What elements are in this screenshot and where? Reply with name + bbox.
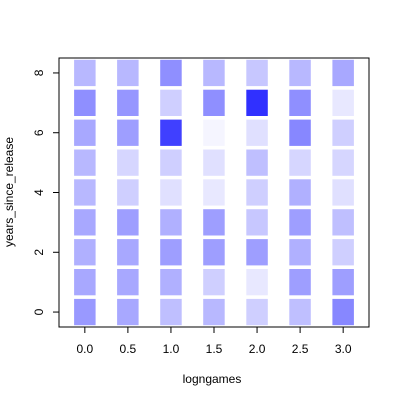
heatmap-cell-x1-y6 [117, 119, 139, 146]
heatmap-cell-x3-y8 [203, 59, 225, 87]
heatmap-cell-x4-y7 [246, 89, 268, 116]
heatmap-cell-x5-y3 [289, 209, 311, 236]
y-tick-label-4: 8 [32, 69, 46, 76]
x-tick-label-1: 0.5 [120, 342, 137, 356]
x-tick-label-3: 1.5 [206, 342, 223, 356]
heatmap-cell-x4-y1 [246, 269, 268, 296]
y-tick-label-3: 6 [32, 129, 46, 136]
y-tick-label-2: 4 [32, 189, 46, 196]
heatmap-cell-x1-y4 [117, 179, 139, 206]
heatmap-cell-x0-y0 [74, 298, 96, 326]
heatmap-cell-x1-y3 [117, 209, 139, 236]
heatmap-cell-x5-y1 [289, 269, 311, 296]
heatmap-cell-x3-y4 [203, 179, 225, 206]
heatmap-cell-x1-y2 [117, 239, 139, 266]
heatmap-cell-x2-y3 [160, 209, 182, 236]
heatmap-cell-x1-y7 [117, 89, 139, 116]
heatmap-cell-x0-y5 [74, 149, 96, 176]
heatmap-cell-x2-y6 [160, 119, 182, 146]
heatmap-cell-x1-y0 [117, 298, 139, 326]
heatmap-cell-x5-y2 [289, 239, 311, 266]
heatmap-cell-x2-y2 [160, 239, 182, 266]
heatmap-cell-x6-y8 [332, 59, 354, 87]
heatmap-cell-x6-y6 [332, 119, 354, 146]
heatmap-cells [74, 59, 354, 326]
heatmap-cell-x6-y3 [332, 209, 354, 236]
heatmap-cell-x3-y2 [203, 239, 225, 266]
heatmap-cell-x2-y4 [160, 179, 182, 206]
y-tick-label-1: 2 [32, 249, 46, 256]
heatmap-cell-x4-y5 [246, 149, 268, 176]
y-axis-title: years_since_release [2, 137, 16, 247]
heatmap-cell-x0-y8 [74, 59, 96, 87]
heatmap-cell-x3-y7 [203, 89, 225, 116]
heatmap-cell-x2-y8 [160, 59, 182, 87]
heatmap-cell-x5-y8 [289, 59, 311, 87]
heatmap-cell-x2-y5 [160, 149, 182, 176]
y-tick-label-0: 0 [32, 308, 46, 315]
heatmap-cell-x3-y3 [203, 209, 225, 236]
heatmap-cell-x5-y6 [289, 119, 311, 146]
heatmap-cell-x3-y6 [203, 119, 225, 146]
x-tick-label-6: 3.0 [335, 342, 352, 356]
heatmap-cell-x0-y7 [74, 89, 96, 116]
x-tick-label-4: 2.0 [249, 342, 266, 356]
heatmap-cell-x4-y8 [246, 59, 268, 87]
heatmap-cell-x2-y1 [160, 269, 182, 296]
heatmap-cell-x6-y7 [332, 89, 354, 116]
heatmap-cell-x5-y7 [289, 89, 311, 116]
heatmap-cell-x4-y4 [246, 179, 268, 206]
heatmap-cell-x4-y0 [246, 298, 268, 326]
heatmap-cell-x3-y1 [203, 269, 225, 296]
heatmap-cell-x6-y5 [332, 149, 354, 176]
heatmap-cell-x2-y7 [160, 89, 182, 116]
heatmap-cell-x3-y0 [203, 298, 225, 326]
x-tick-label-0: 0.0 [76, 342, 93, 356]
x-tick-label-2: 1.0 [163, 342, 180, 356]
heatmap-cell-x5-y5 [289, 149, 311, 176]
heatmap-cell-x6-y2 [332, 239, 354, 266]
heatmap-cell-x6-y4 [332, 179, 354, 206]
heatmap-cell-x6-y1 [332, 269, 354, 296]
heatmap-cell-x0-y1 [74, 269, 96, 296]
x-axis: 0.0 0.5 1.0 1.5 2.0 2.5 3.0 [76, 327, 352, 356]
heatmap-cell-x4-y6 [246, 119, 268, 146]
heatmap-cell-x5-y0 [289, 298, 311, 326]
y-axis: 0 2 4 6 8 [32, 69, 59, 315]
heatmap-cell-x0-y4 [74, 179, 96, 206]
x-tick-label-5: 2.5 [292, 342, 309, 356]
heatmap-cell-x1-y1 [117, 269, 139, 296]
heatmap-cell-x0-y2 [74, 239, 96, 266]
heatmap-cell-x1-y5 [117, 149, 139, 176]
heatmap-cell-x5-y4 [289, 179, 311, 206]
heatmap-cell-x1-y8 [117, 59, 139, 87]
heatmap-cell-x0-y6 [74, 119, 96, 146]
heatmap-cell-x6-y0 [332, 298, 354, 326]
heatmap-cell-x4-y2 [246, 239, 268, 266]
heatmap-cell-x4-y3 [246, 209, 268, 236]
x-axis-title: logngames [183, 372, 242, 386]
heatmap-cell-x3-y5 [203, 149, 225, 176]
heatmap-cell-x0-y3 [74, 209, 96, 236]
heatmap-cell-x2-y0 [160, 298, 182, 326]
